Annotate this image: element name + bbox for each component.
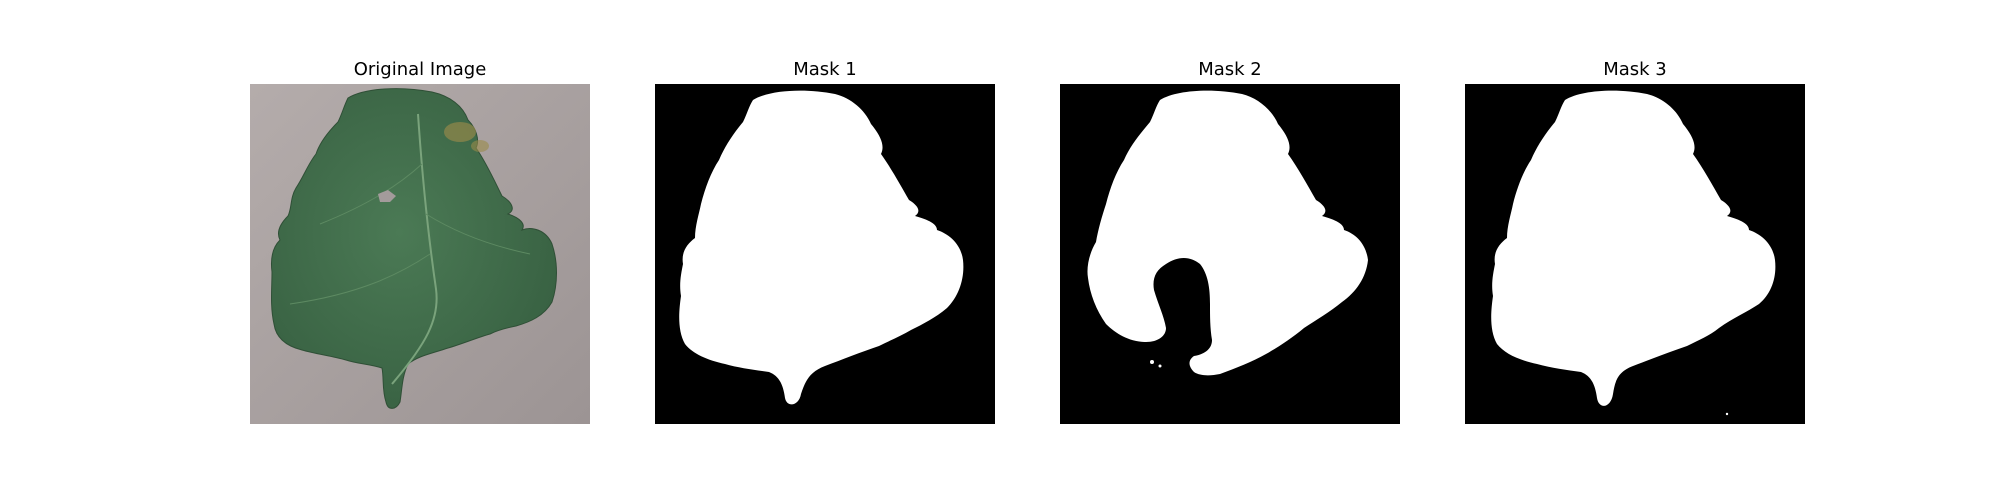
mask-2-image xyxy=(1060,84,1400,424)
leaf-shape xyxy=(271,88,557,409)
mask-noise-speck xyxy=(1158,364,1162,368)
leaf-hole xyxy=(378,190,396,202)
panel-title: Mask 1 xyxy=(793,59,857,80)
leaf-damage-patch xyxy=(444,122,476,142)
mask-1-shape xyxy=(679,90,964,405)
mask-noise-speck xyxy=(1150,360,1154,364)
panel-title: Original Image xyxy=(353,59,487,80)
mask-2-shape xyxy=(1087,90,1368,376)
mask-3-shape xyxy=(1491,90,1776,406)
leaf-vein xyxy=(289,253,431,305)
panel-mask-2: Mask 2 xyxy=(1060,0,1400,500)
panel-mask-1: Mask 1 xyxy=(655,0,995,500)
mask-noise-speck xyxy=(1128,328,1132,332)
original-leaf-image xyxy=(250,84,590,424)
mask-noise-speck xyxy=(1725,412,1729,416)
mask-1-image xyxy=(655,84,995,424)
leaf-damage-patch xyxy=(471,140,489,152)
leaf-vein xyxy=(425,213,531,255)
mask-3-image xyxy=(1465,84,1805,424)
leaf-midrib xyxy=(391,113,438,385)
panel-title: Mask 2 xyxy=(1198,59,1262,80)
panel-title: Mask 3 xyxy=(1603,59,1667,80)
panel-mask-3: Mask 3 xyxy=(1465,0,1805,500)
panel-original-image: Original Image xyxy=(250,0,590,500)
